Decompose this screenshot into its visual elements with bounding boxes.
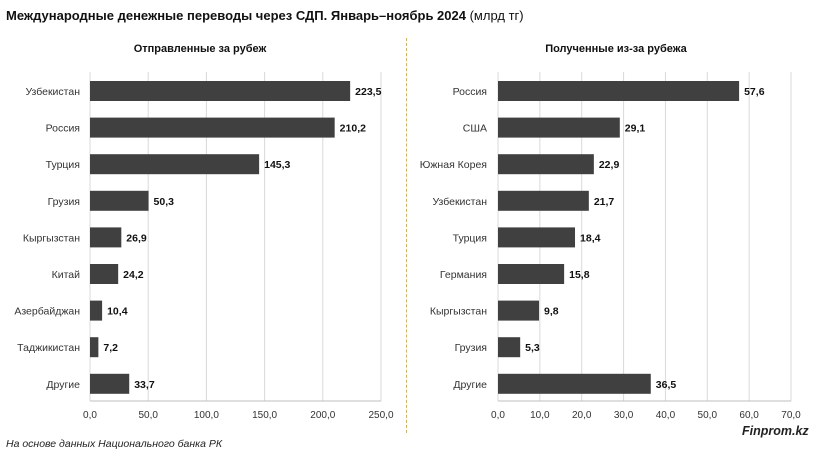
panel-2-bar [498,300,540,321]
panel-1-category-label: Китай [52,269,81,281]
panel-2-tick-label: 0,0 [491,410,505,421]
panel-2-category-label: Узбекистан [432,196,487,208]
panel-2-data-label: 36,5 [656,379,677,391]
panel-1-tick-label: 0,0 [83,410,97,421]
panel-1-category-label: Кыргызстан [23,232,80,244]
panel-2-data-label: 22,9 [599,159,620,171]
panel-2-bar [498,81,740,101]
panel-1-bar [90,154,260,175]
panel-1-data-label: 10,4 [107,306,128,318]
panel-2-data-label: 29,1 [625,123,646,135]
panel-2-category-label: Грузия [455,342,487,354]
panel-1-bar [90,373,130,394]
panel-2-bar [498,190,589,211]
panel-1-data-label: 7,2 [103,342,118,354]
panel-2-bar [498,227,576,248]
panel-1-category-label: Узбекистан [25,86,80,98]
panel-2-tick-label: 70,0 [781,410,801,421]
panel-1-bar [90,227,122,248]
panel-2-data-label: 9,8 [544,306,559,318]
panel-2-category-label: Кыргызстан [430,306,487,318]
panel-2-tick-label: 40,0 [656,410,676,421]
panel-2-category-label: Другие [453,379,487,391]
panel-2-data-label: 57,6 [744,86,765,98]
panel-1-tick-label: 150,0 [252,410,277,421]
chart-title-main: Международные денежные переводы через СД… [6,8,466,23]
source-note: На основе данных Национального банка РК [6,438,223,450]
panel-2-title: Полученные из-за рубежа [545,43,687,55]
panel-1-tick-label: 50,0 [138,410,158,421]
panel-2-tick-label: 10,0 [530,410,550,421]
panel-1-category-label: Турция [46,159,80,171]
panel-2-bar [498,373,651,394]
panel-divider [406,38,407,433]
chart-title: Международные денежные переводы через СД… [6,8,524,23]
panel-2-category-label: США [463,123,487,135]
panel-2-category-label: Турция [453,232,487,244]
chart-title-unit: (млрд тг) [465,8,524,23]
panel-1-data-label: 26,9 [126,232,147,244]
panel-1-data-label: 223,5 [355,86,381,98]
panel-1-data-label: 50,3 [154,196,175,208]
panel-2-tick-label: 20,0 [572,410,592,421]
panel-2-data-label: 21,7 [594,196,615,208]
panel-1-bar [90,300,103,321]
panel-1-bar [90,337,99,358]
panel-1-category-label: Россия [46,123,80,135]
panel-2-tick-label: 30,0 [614,410,634,421]
panel-2-data-label: 18,4 [580,232,601,244]
panel-1-bar [90,81,351,101]
panel-1-data-label: 210,2 [340,123,366,135]
panel-1-title: Отправленные за рубеж [134,43,267,55]
panel-2-bar [498,154,594,175]
panel-1-bar [90,190,149,211]
panel-1-data-label: 145,3 [264,159,290,171]
panel-1-bar [90,264,119,284]
panel-2-data-label: 5,3 [525,342,540,354]
panel-2-data-label: 15,8 [569,269,590,281]
panel-2-category-label: Россия [453,86,487,98]
panel-2-category-label: Германия [440,269,487,281]
panel-2-tick-label: 60,0 [739,410,759,421]
panel-1-bar [90,117,335,138]
panel-1-data-label: 33,7 [134,379,155,391]
panel-1-data-label: 24,2 [123,269,144,281]
panel-1-tick-label: 100,0 [194,410,219,421]
panel-2-tick-label: 50,0 [698,410,718,421]
panel-2-category-label: Южная Корея [420,159,487,171]
panel-2-bar [498,337,521,358]
panel-2-bar [498,117,620,138]
panel-1-category-label: Другие [46,379,80,391]
panel-1-category-label: Грузия [48,196,80,208]
panel-2-bar [498,264,565,284]
panel-1-category-label: Таджикистан [17,342,80,354]
brand-logo: Finprom.kz [742,424,809,438]
panel-1-category-label: Азербайджан [14,306,80,318]
panel-1-tick-label: 250,0 [368,410,393,421]
panel-1-tick-label: 200,0 [310,410,335,421]
